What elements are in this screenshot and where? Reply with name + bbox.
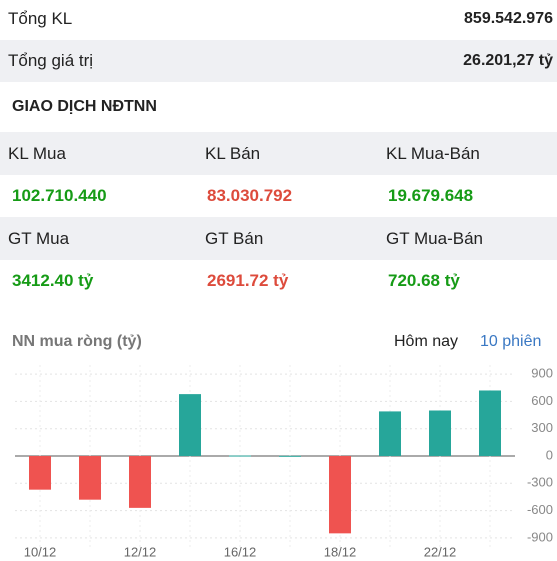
y-tick-label: -300 xyxy=(527,475,553,490)
bar xyxy=(379,411,401,456)
y-tick-label: 300 xyxy=(531,420,553,435)
summary-row: Tổng KL 859.542.976 xyxy=(0,0,557,38)
x-tick-label: 22/12 xyxy=(424,544,457,559)
label: Tổng KL xyxy=(8,9,73,28)
value: 3412.40 tỷ xyxy=(12,271,94,290)
value-row: 102.710.440 83.030.792 19.679.648 xyxy=(0,175,557,217)
value: 720.68 tỷ xyxy=(388,271,460,290)
bar xyxy=(79,456,101,500)
label: GT Bán xyxy=(205,228,264,248)
section-title: GIAO DỊCH NĐTNN xyxy=(0,90,557,124)
x-tick-label: 16/12 xyxy=(224,544,257,559)
value: 859.542.976 xyxy=(464,10,553,27)
y-tick-label: 900 xyxy=(531,366,553,381)
label-row: GT Mua GT Bán GT Mua-Bán xyxy=(0,217,557,260)
value: 2691.72 tỷ xyxy=(207,271,289,290)
y-tick-label: 0 xyxy=(546,447,553,462)
bar xyxy=(329,456,351,534)
value-row: 3412.40 tỷ 2691.72 tỷ 720.68 tỷ xyxy=(0,260,557,302)
label: KL Mua xyxy=(8,143,66,163)
x-tick-label: 18/12 xyxy=(324,544,357,559)
x-tick-label: 12/12 xyxy=(124,544,157,559)
label-row: KL Mua KL Bán KL Mua-Bán xyxy=(0,132,557,175)
bar xyxy=(429,410,451,456)
tab[interactable]: 10 phiên xyxy=(480,333,542,350)
bar xyxy=(479,390,501,456)
y-tick-label: -900 xyxy=(527,529,553,544)
label: KL Mua-Bán xyxy=(386,143,480,163)
chart-title: NN mua ròng (tỷ) xyxy=(12,333,142,350)
value: 19.679.648 xyxy=(388,186,474,205)
chart-header: NN mua ròng (tỷ) Hôm nay 10 phiên xyxy=(0,328,557,356)
chart: 900 600 300 0 -300 -600 -900 10/12 12/12 16/12 18/… xyxy=(15,365,553,559)
title: GIAO DỊCH NĐTNN xyxy=(12,98,157,115)
bar xyxy=(179,394,201,456)
y-tick-label: 600 xyxy=(531,393,553,408)
bar xyxy=(229,455,251,457)
bar xyxy=(129,456,151,508)
bar xyxy=(29,456,51,490)
label: Tổng giá trị xyxy=(8,51,94,70)
value: 102.710.440 xyxy=(12,186,107,205)
tab[interactable]: Hôm nay xyxy=(394,333,459,350)
x-tick-label: 10/12 xyxy=(24,544,57,559)
bar xyxy=(279,455,301,457)
y-tick-label: -600 xyxy=(527,502,553,517)
summary-row: Tổng giá trị 26.201,27 tỷ xyxy=(0,40,557,82)
label: KL Bán xyxy=(205,143,261,163)
value: 83.030.792 xyxy=(207,186,293,205)
label: GT Mua-Bán xyxy=(386,228,484,248)
label: GT Mua xyxy=(8,228,70,248)
value: 26.201,27 tỷ xyxy=(463,52,553,69)
